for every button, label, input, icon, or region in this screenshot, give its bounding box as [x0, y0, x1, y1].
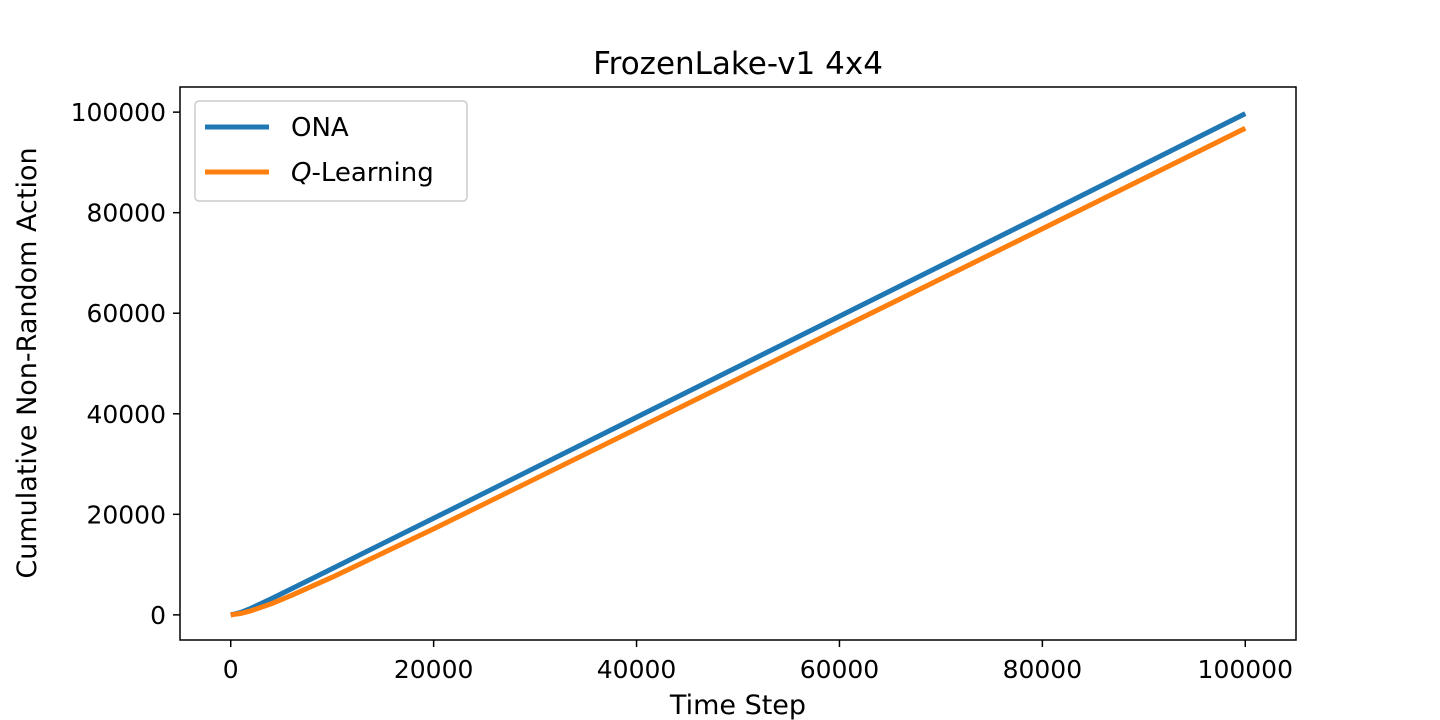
y-tick-label: 0	[150, 601, 166, 630]
x-tick-label: 40000	[597, 655, 677, 684]
series-line-q-learning	[230, 125, 1247, 618]
x-axis-label: Time Step	[669, 690, 806, 720]
legend-label-q-learning: Q-Learning	[291, 158, 434, 188]
legend-label-ona: ONA	[291, 113, 349, 143]
y-tick-label: 20000	[86, 500, 166, 529]
y-tick-label: 60000	[86, 299, 166, 328]
chart-title: FrozenLake-v1 4x4	[593, 46, 883, 82]
x-tick-label: 100000	[1198, 655, 1293, 684]
plot-frame	[179, 86, 1297, 641]
x-tick-label: 0	[223, 655, 239, 684]
series-layer	[230, 111, 1247, 618]
plot-area	[179, 86, 1297, 641]
y-tick-label: 40000	[86, 400, 166, 429]
x-tick-label: 60000	[800, 655, 880, 684]
legend-label-q-suffix: -Learning	[311, 158, 433, 188]
legend: ONA Q-Learning	[194, 100, 468, 202]
y-axis-ticks: 0 20000 40000 60000 80000 100000	[71, 98, 180, 630]
y-tick-label: 80000	[86, 199, 166, 228]
y-axis-label: Cumulative Non-Random Action	[12, 147, 43, 578]
x-axis-ticks: 0 20000 40000 60000 80000 100000	[223, 640, 1293, 684]
x-tick-label: 80000	[1003, 655, 1083, 684]
x-tick-label: 20000	[394, 655, 474, 684]
y-tick-label: 100000	[71, 98, 166, 127]
legend-label-q-italic: Q	[291, 158, 311, 188]
